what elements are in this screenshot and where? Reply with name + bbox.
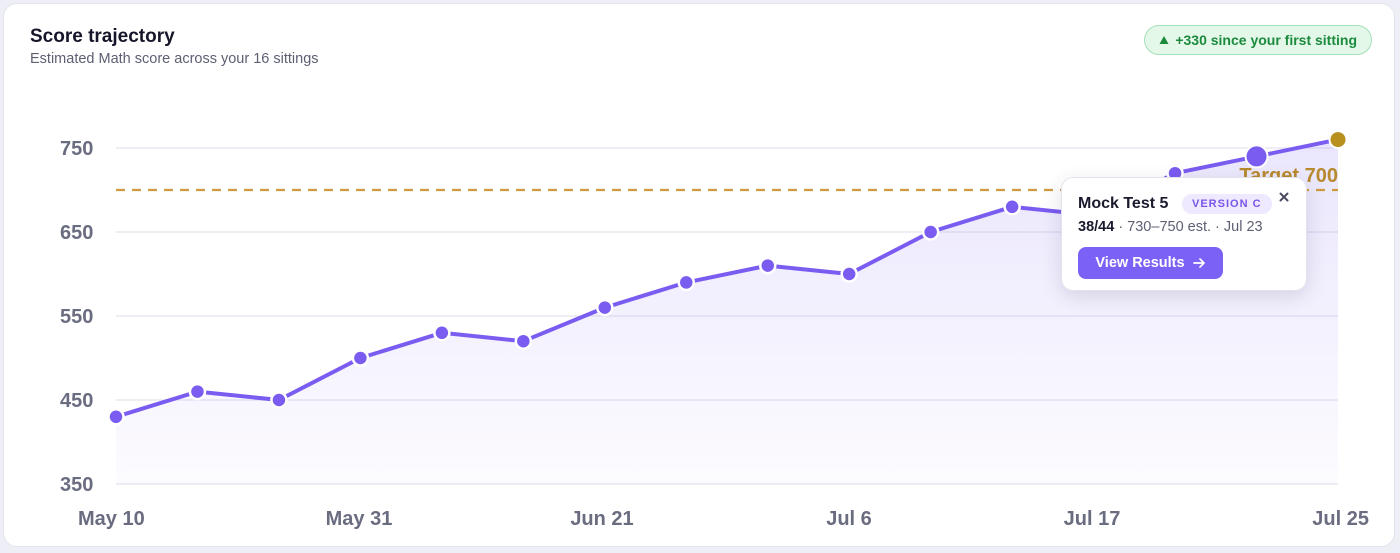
improvement-badge-text: +330 since your first sitting [1175, 32, 1357, 48]
tooltip-title: Mock Test 5 [1078, 195, 1169, 212]
chart-subtitle: Estimated Math score across your 16 sitt… [30, 51, 319, 67]
version-badge: VERSION C [1182, 194, 1272, 214]
score-point [1003, 198, 1021, 216]
score-point [758, 256, 777, 275]
arrow-right-icon [1192, 258, 1205, 268]
x-tick-label: Jul 6 [826, 508, 872, 530]
close-icon[interactable] [1276, 189, 1292, 205]
tooltip-details: · 730–750 est. · Jul 23 [1114, 219, 1263, 235]
latest-score-point [1328, 130, 1348, 150]
triangle-up-icon [1159, 36, 1169, 44]
score-tooltip: Mock Test 5 VERSION C 38/44 · 730–750 es… [1061, 177, 1307, 291]
chart-card: Score trajectory Estimated Math score ac… [3, 3, 1395, 547]
x-tick-label: Jun 21 [570, 508, 633, 530]
y-tick-label: 450 [60, 390, 93, 412]
score-point [270, 391, 288, 409]
score-point [677, 273, 696, 292]
x-tick-label: May 31 [326, 508, 393, 530]
score-area [116, 139, 1338, 484]
score-point [596, 298, 614, 317]
y-tick-label: 650 [60, 222, 93, 244]
score-point [188, 382, 207, 401]
chart-title: Score trajectory [30, 26, 175, 47]
score-point [351, 349, 370, 367]
score-point [433, 324, 451, 342]
tooltip-score: 38/44 [1078, 219, 1115, 235]
score-point [921, 223, 940, 241]
score-point [840, 265, 858, 283]
tooltip-score-line: 38/44 · 730–750 est. · Jul 23 [1078, 219, 1263, 235]
x-tick-label: Jul 25 [1312, 508, 1369, 530]
improvement-badge: +330 since your first sitting [1144, 25, 1372, 55]
x-tick-label: Jul 17 [1064, 508, 1121, 530]
view-results-button[interactable]: View Results [1078, 247, 1223, 279]
highlighted-score-point [1244, 144, 1269, 169]
y-tick-label: 350 [60, 474, 93, 496]
x-tick-label: May 10 [78, 508, 145, 530]
score-point [107, 408, 125, 426]
score-point [514, 332, 533, 350]
y-tick-label: 750 [60, 138, 93, 160]
view-results-label: View Results [1095, 255, 1185, 271]
y-tick-label: 550 [60, 306, 93, 328]
